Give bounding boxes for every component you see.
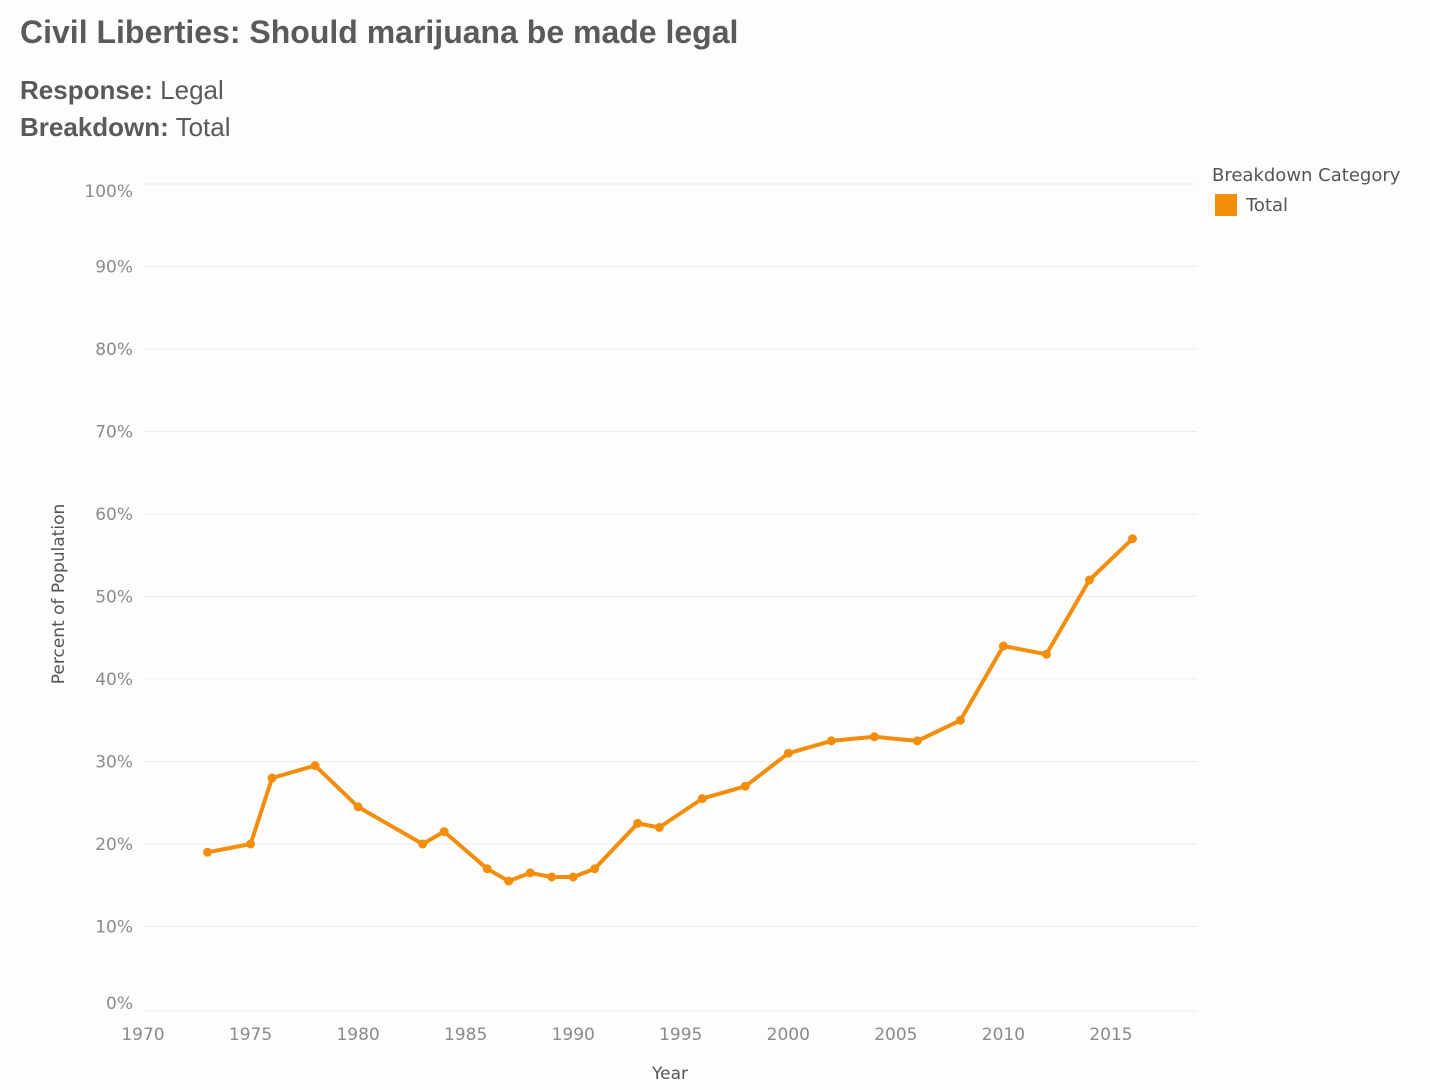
breakdown-line: Breakdown: Total <box>20 112 231 143</box>
y-tick-label: 10% <box>95 918 133 938</box>
y-tick-label: 100% <box>84 182 133 202</box>
data-point <box>633 818 643 828</box>
x-tick-label: 1975 <box>229 1025 272 1045</box>
y-tick-label: 50% <box>95 588 133 608</box>
x-tick-label: 1990 <box>552 1025 595 1045</box>
breakdown-label: Breakdown: <box>20 112 169 142</box>
data-point <box>1041 649 1051 659</box>
x-tick-label: 1970 <box>121 1025 164 1045</box>
response-label: Response: <box>20 75 153 105</box>
data-point <box>418 839 428 849</box>
y-tick-label: 80% <box>95 340 133 360</box>
y-tick-label: 20% <box>95 835 133 855</box>
y-axis-title: Percent of Population <box>49 504 69 684</box>
legend-item-total[interactable]: Total <box>1215 194 1288 216</box>
y-tick-label: 30% <box>95 753 133 773</box>
legend-title: Breakdown Category <box>1212 165 1401 186</box>
data-point <box>654 823 664 832</box>
y-tick-label: 40% <box>95 670 133 690</box>
data-point <box>697 794 707 804</box>
breakdown-value: Total <box>175 112 231 142</box>
legend-label: Total <box>1246 194 1289 216</box>
data-point <box>955 715 965 725</box>
data-point <box>740 781 750 791</box>
data-point <box>590 864 600 874</box>
y-tick-label: 0% <box>106 994 133 1014</box>
data-point <box>826 736 836 746</box>
data-point <box>998 641 1008 651</box>
response-line: Response: Legal <box>20 75 224 106</box>
x-tick-label: 2015 <box>1089 1025 1132 1045</box>
data-point <box>203 847 213 857</box>
data-point <box>1127 534 1137 544</box>
data-point <box>783 748 793 758</box>
x-tick-label: 1985 <box>444 1025 487 1045</box>
legend-swatch <box>1215 194 1237 216</box>
data-point <box>525 868 535 878</box>
data-point <box>267 773 277 783</box>
data-point <box>504 876 514 886</box>
data-point <box>547 872 557 882</box>
series-line-total <box>205 536 1135 884</box>
x-tick-label: 2000 <box>767 1025 810 1045</box>
data-point <box>482 864 492 874</box>
x-tick-label: 2005 <box>874 1025 917 1045</box>
data-point <box>869 732 879 742</box>
x-tick-label: 1995 <box>659 1025 702 1045</box>
data-point <box>246 839 256 849</box>
x-tick-label: 2010 <box>982 1025 1025 1045</box>
y-tick-label: 70% <box>95 423 133 443</box>
data-point <box>310 761 320 771</box>
x-tick-label: 1980 <box>336 1025 379 1045</box>
chart-title: Civil Liberties: Should marijuana be mad… <box>20 14 739 50</box>
response-value: Legal <box>160 75 224 105</box>
data-point <box>1084 575 1094 585</box>
x-axis-title: Year <box>651 1064 688 1084</box>
data-point <box>439 827 449 837</box>
y-tick-label: 90% <box>95 258 133 278</box>
y-tick-label: 60% <box>95 505 133 525</box>
data-point <box>353 802 363 812</box>
data-point <box>568 872 578 882</box>
data-point <box>912 736 922 746</box>
